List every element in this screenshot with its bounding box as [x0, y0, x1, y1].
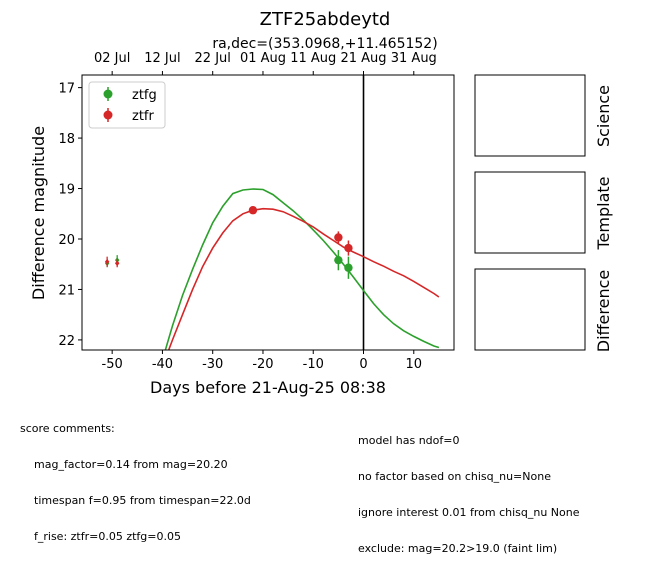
detection-point-ztfr	[334, 233, 343, 242]
model-comments: model has ndof=0 no factor based on chis…	[358, 411, 580, 567]
top-tick-label: 02 Jul	[94, 51, 130, 66]
upper-limit-marker-ztfr	[114, 260, 120, 267]
chart-title: ZTF25abdeytd	[260, 9, 391, 30]
detection-point-ztfr	[248, 206, 258, 215]
detection-point-ztfr	[344, 243, 353, 253]
legend-ztfr-label: ztfr	[132, 109, 154, 124]
y-axis: 17 18 19 20 21 22	[58, 82, 82, 349]
score-comments-heading: score comments:	[20, 422, 115, 435]
score-comment-line: f_rise: ztfr=0.05 ztfg=0.05	[34, 530, 181, 543]
top-tick-label: 22 Jul	[195, 51, 231, 66]
model-comment-line: no factor based on chisq_nu=None	[358, 470, 551, 483]
score-comment-line: mag_factor=0.14 from mag=20.20	[34, 458, 228, 471]
model-curves	[164, 188, 440, 350]
score-comments: score comments: mag_factor=0.14 from mag…	[20, 399, 251, 555]
top-tick-label: 21 Aug	[340, 51, 386, 66]
upper-limit-marker-ztfr	[104, 258, 110, 265]
light-curve-figure: ZTF25abdeytd ra,dec=(353.0968,+11.465152…	[29, 9, 613, 397]
y-tick-label: 20	[58, 233, 75, 248]
science-panel-label: Science	[594, 85, 613, 147]
model-curve-ztfg	[164, 188, 440, 350]
top-tick-label: 11 Aug	[290, 51, 336, 66]
x-tick-label: -50	[102, 357, 123, 372]
y-tick-label: 17	[58, 82, 75, 97]
legend-ztfr-marker	[103, 110, 113, 120]
x-tick-label: -20	[252, 357, 273, 372]
score-comment-line: timespan f=0.95 from timespan=22.0d	[34, 494, 251, 507]
x-tick-label: 10	[406, 357, 423, 372]
y-tick-label: 19	[58, 183, 75, 198]
detection-point-ztfg	[344, 263, 353, 272]
y-tick-label: 18	[58, 132, 75, 147]
model-comment-line: exclude: mag=20.2>19.0 (faint lim)	[358, 542, 558, 555]
x-axis: -50 -40 -30 -20 -10 0 10	[102, 350, 423, 372]
y-tick-label: 21	[58, 283, 75, 298]
template-image-panel	[474, 171, 586, 254]
model-comment-line: ignore interest 0.01 from chisq_nu None	[358, 506, 580, 519]
x-tick-label: -10	[303, 357, 324, 372]
top-date-axis: 02 Jul 12 Jul 22 Jul 01 Aug 11 Aug 21 Aug 31 A…	[94, 51, 437, 75]
x-tick-label: 0	[359, 357, 367, 372]
x-axis-label: Days before 21-Aug-25 08:38	[150, 378, 386, 397]
plot-area	[104, 75, 440, 350]
template-panel-label: Template	[594, 176, 613, 250]
top-tick-label: 31 Aug	[391, 51, 437, 66]
model-comment-line: model has ndof=0	[358, 434, 460, 447]
data-points	[104, 206, 353, 279]
y-tick-label: 22	[58, 334, 75, 349]
x-tick-label: -30	[202, 357, 223, 372]
x-tick-label: -40	[152, 357, 173, 372]
plot-frame	[81, 74, 455, 351]
legend-ztfg-label: ztfg	[132, 88, 157, 103]
top-tick-label: 01 Aug	[240, 51, 286, 66]
science-image-panel	[474, 74, 586, 157]
model-curve-ztfr	[167, 207, 440, 350]
side-panels: Science Template Difference	[474, 74, 613, 352]
legend: ztfg ztfr	[88, 81, 166, 129]
y-axis-label: Difference magnitude	[29, 126, 48, 300]
detection-point-ztfg	[334, 255, 343, 265]
legend-ztfg-marker	[103, 89, 113, 99]
chart-subtitle: ra,dec=(353.0968,+11.465152)	[212, 36, 437, 52]
difference-panel-label: Difference	[594, 270, 613, 352]
difference-image-panel	[474, 268, 586, 351]
top-tick-label: 12 Jul	[144, 51, 180, 66]
